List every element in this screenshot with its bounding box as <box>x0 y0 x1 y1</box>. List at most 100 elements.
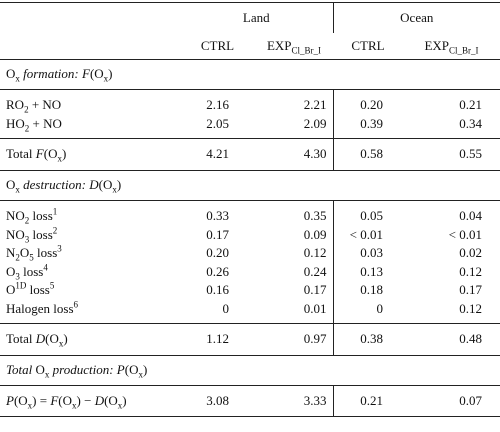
column-header: CTRL <box>180 33 255 60</box>
text-segment: x <box>72 400 77 411</box>
cell-value: 0.17 <box>303 282 327 297</box>
text-segment: loss <box>29 226 53 242</box>
cell-value: < 0.01 <box>332 225 403 244</box>
text-segment: (O <box>89 66 104 82</box>
text-segment: loss <box>29 208 53 223</box>
text-segment: D <box>94 393 105 408</box>
text-segment: (O <box>43 146 58 162</box>
text-segment: (O <box>124 362 139 378</box>
text-segment: x <box>15 184 20 195</box>
section-title: Total Ox production: P(Ox) <box>0 355 500 386</box>
text-segment: O <box>6 263 16 279</box>
text-segment: (O <box>13 393 28 408</box>
cell-value: 0 <box>180 299 255 324</box>
data-row: HO2 + NO 2.05 2.09 0.39 0.34 <box>0 114 500 139</box>
cell-value: 0.55 <box>403 138 500 171</box>
text-segment: x <box>103 73 109 84</box>
cell-value: 0.24 <box>303 263 327 279</box>
text-segment: O <box>19 245 30 260</box>
text-segment: N <box>6 245 16 260</box>
row-label: N2O5 loss3 <box>0 244 180 263</box>
column-header: EXPCl_Br_I <box>255 33 333 60</box>
data-row: Halogen loss6 0 0.01 0 0.12 <box>0 299 500 324</box>
row-label: Total F(Ox) <box>0 138 180 171</box>
row-label: NO2 loss1 <box>0 201 180 226</box>
data-row: NO3 loss2 0.17 0.09 < 0.01 < 0.01 <box>0 225 500 244</box>
cell-value: 0 <box>332 299 403 324</box>
data-row: Total D(Ox) 1.12 0.97 0.38 0.48 <box>0 323 500 356</box>
text-segment: Halogen loss <box>6 300 74 316</box>
cell-value: 4.21 <box>180 138 255 171</box>
table-body: Land Ocean CTRL EXPCl_Br_I CTRL EXPCl_Br_I Ox … <box>0 2 500 417</box>
text-segment: NO <box>6 208 25 223</box>
cell-value: 0.02 <box>459 245 483 260</box>
cell-value: 0.12 <box>303 245 327 260</box>
text-segment: EXP <box>424 37 450 53</box>
text-segment: NO <box>6 226 25 242</box>
text-segment: P <box>6 393 14 408</box>
cell-value: 0.38 <box>332 323 403 356</box>
text-segment: x <box>117 400 123 411</box>
text-segment: 2 <box>15 252 20 263</box>
cell-value: 0.21 <box>332 385 403 417</box>
cell-value: 0.05 <box>332 200 403 226</box>
text-segment: (O <box>98 177 113 193</box>
text-segment: Cl_Br_I <box>291 45 322 56</box>
data-row: Total F(Ox) 4.21 4.30 0.58 0.55 <box>0 138 500 171</box>
text-segment: ) = <box>32 393 51 408</box>
cell-value: 0.20 <box>332 89 403 115</box>
data-row: P(Ox) = F(Ox) − D(Ox) 3.08 3.33 0.21 0.07 <box>0 385 500 417</box>
text-segment: loss <box>26 282 50 297</box>
row-label: HO2 + NO <box>0 114 180 139</box>
cell-value: 0.97 <box>255 323 333 356</box>
text-segment: 2 <box>24 215 30 226</box>
text-segment: 2 <box>52 225 58 236</box>
section-title: Ox formation: F(Ox) <box>0 59 500 90</box>
cell-value: 0.39 <box>332 114 403 139</box>
data-row: RO2 + NO 2.16 2.21 0.20 0.21 <box>0 89 500 115</box>
text-segment: CTRL <box>200 37 235 53</box>
data-row: N2O5 loss3 0.20 0.12 0.03 0.02 <box>0 244 500 263</box>
cell-value: 3.08 <box>180 385 255 417</box>
text-segment: ) <box>122 393 127 408</box>
cell-value: 0.33 <box>206 208 229 223</box>
row-label: Total D(Ox) <box>0 323 180 356</box>
cell-value: 0.21 <box>459 97 483 112</box>
text-segment: x <box>57 153 62 164</box>
text-segment: 4 <box>43 262 48 273</box>
cell-value: 1.12 <box>180 323 255 356</box>
cell-value: 2.05 <box>180 114 255 139</box>
text-segment: production: P <box>49 362 125 378</box>
row-label: P(Ox) = F(Ox) − D(Ox) <box>0 385 180 417</box>
row-label: O1D loss5 <box>0 281 180 300</box>
cell-value: 4.30 <box>255 138 333 171</box>
column-header: CTRL <box>333 33 403 60</box>
text-segment: 3 <box>57 243 62 254</box>
text-segment: 1D <box>15 280 27 291</box>
text-segment: ) <box>61 146 67 162</box>
cell-value: 0.48 <box>403 323 500 356</box>
text-segment: ) <box>142 362 148 378</box>
header-row: Land Ocean <box>0 2 500 33</box>
text-segment: ) <box>108 66 113 82</box>
blank-cell <box>0 33 180 60</box>
cell-value: 0.35 <box>303 208 327 223</box>
data-row: NO2 loss1 0.33 0.35 0.05 0.04 <box>0 200 500 226</box>
text-segment: x <box>44 369 50 380</box>
cell-value: < 0.01 <box>448 226 483 242</box>
text-segment: + NO <box>29 115 62 131</box>
text-segment: ) <box>116 177 122 193</box>
text-segment: EXP <box>266 37 292 53</box>
text-segment: loss <box>33 245 58 260</box>
cell-value: 0.01 <box>255 299 333 324</box>
text-segment: (O <box>45 331 59 347</box>
blank-cell <box>0 2 180 33</box>
data-table: Land Ocean CTRL EXPCl_Br_I CTRL EXPCl_Br_I Ox … <box>0 2 500 417</box>
text-segment: ) <box>63 331 68 347</box>
cell-value: 0.58 <box>332 138 403 171</box>
text-segment: ) − <box>76 393 95 408</box>
column-header: EXPCl_Br_I <box>403 33 500 60</box>
cell-value: 0.17 <box>459 282 483 297</box>
text-segment: CTRL <box>351 37 385 53</box>
text-segment: + NO <box>28 97 62 112</box>
